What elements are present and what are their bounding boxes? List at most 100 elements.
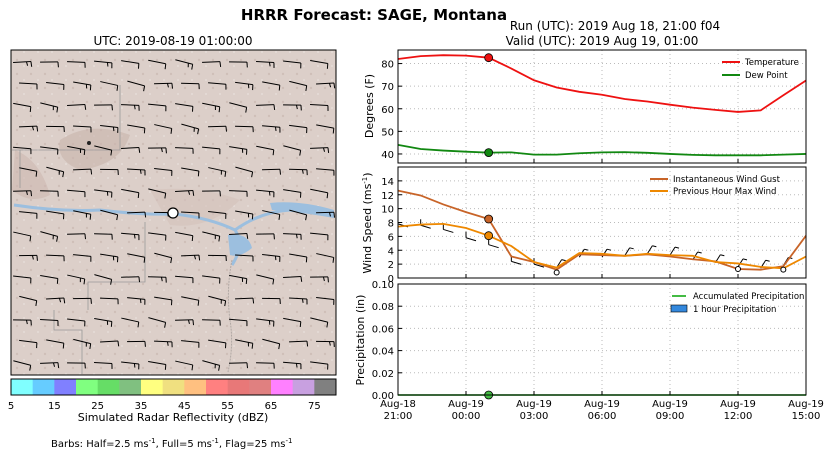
figure-title: HRRR Forecast: SAGE, Montana (241, 6, 507, 24)
wind-barb (262, 297, 281, 304)
y-tick-label: 40 (381, 150, 394, 161)
wind-barb (256, 233, 275, 240)
wind-barb (208, 82, 227, 90)
wind-barb (100, 253, 119, 263)
wind-barb (19, 211, 38, 219)
colorbar-tick: 25 (91, 401, 104, 412)
wind-barb (94, 189, 113, 198)
y-tick-label: 80 (381, 60, 394, 71)
colorbar-tick: 45 (178, 401, 191, 412)
wind-barb (175, 360, 194, 371)
wind-barb (202, 275, 221, 284)
y-tick-label: 0 (388, 274, 394, 285)
colorbar-segment (162, 379, 185, 395)
map-county-lines (12, 85, 146, 374)
wind-barb (202, 190, 221, 197)
wind-barb (283, 275, 303, 282)
wind-barb (283, 317, 302, 328)
wind-barb (202, 61, 222, 68)
wind-barb (40, 318, 59, 326)
y-tick-label: 70 (381, 82, 394, 93)
wind-barb (94, 233, 113, 240)
wind-barb (310, 361, 329, 370)
wind-barb (19, 295, 38, 306)
colorbar-segment (119, 379, 142, 395)
wind-barb (127, 211, 147, 218)
wind-barb (289, 80, 308, 91)
wind-barb (121, 104, 140, 111)
wind-barb (148, 317, 167, 328)
wind-barb (208, 295, 227, 307)
wind-barb (229, 362, 249, 369)
wind-barb (202, 360, 221, 371)
wind-barb (73, 81, 92, 91)
colorbar-tick: 65 (265, 401, 278, 412)
wind-barb (121, 146, 141, 153)
x-tick-date: Aug-19 (652, 399, 688, 410)
wind-barb (148, 361, 167, 370)
wind-barb (67, 362, 86, 369)
wind-barb (310, 188, 329, 199)
temperature-series (397, 53, 807, 158)
wind-barb (94, 318, 113, 327)
wind-barb (73, 338, 92, 349)
wind-barb (181, 340, 200, 348)
temperature-grid (398, 50, 806, 163)
y-tick-label: 0.10 (372, 280, 394, 291)
legend-wind-gust: Instantaneous Wind Gust (673, 175, 781, 185)
colorbar-frame (10, 378, 337, 396)
wind-barb (67, 103, 87, 110)
colorbar-segment (184, 379, 207, 395)
wind-barb (67, 318, 86, 327)
series-line-1 (397, 144, 807, 157)
wind-barb (181, 296, 200, 306)
wind-barb (13, 275, 32, 284)
wind-barb (46, 297, 66, 304)
temperature-frame (397, 49, 807, 164)
wind-barb (283, 361, 302, 370)
wind-barb (289, 253, 308, 263)
reflectivity-colorbar (10, 378, 337, 396)
wind-barb (40, 190, 59, 197)
y-tick-label: 4 (388, 246, 394, 257)
wind-barb (202, 231, 221, 242)
colorbar-segment (249, 379, 272, 395)
wind-barb (289, 168, 308, 176)
wind-barb (67, 233, 87, 240)
wind-barb (67, 189, 86, 198)
wind-barb (208, 254, 227, 261)
wind-barb (148, 276, 167, 283)
wind-barb (148, 103, 167, 112)
wind-barb (40, 231, 59, 242)
colorbar-segment (97, 379, 120, 395)
wind-barb (121, 317, 140, 328)
y-tick-label: 2 (388, 260, 394, 271)
colorbar-segment (314, 379, 337, 395)
wind-barb (208, 125, 228, 132)
wind-barb (316, 253, 335, 263)
wind-barb (181, 123, 200, 135)
x-tick-labels: Aug-1821:00Aug-1900:00Aug-1903:00Aug-190… (380, 399, 824, 422)
wind-barb (262, 125, 281, 133)
wind-y-ticks: 0 2 4 6 8 10 12 14 (381, 177, 807, 285)
wind-barb (100, 340, 120, 347)
valid-time-marker (484, 214, 494, 224)
wind-barb (73, 297, 92, 304)
wind-barb (229, 232, 249, 239)
sage-location-marker (167, 207, 179, 219)
wind-barb (127, 168, 146, 176)
barbs-caption: Barbs: Half=2.5 ms-1, Full=5 ms-1, Flag=… (51, 437, 292, 450)
colorbar-segment (54, 379, 77, 395)
wind-barb (175, 103, 194, 112)
wind-barb (229, 190, 248, 197)
wind-barb (67, 145, 86, 156)
wind-barb (256, 362, 275, 369)
wind-barb (40, 61, 59, 68)
x-tick-date: Aug-18 (380, 399, 416, 410)
legend-accumulated-precip: Accumulated Precipitation (693, 292, 804, 302)
precip-frame (397, 283, 807, 396)
wind-barb (175, 319, 195, 326)
wind-legend: Instantaneous Wind Gust Previous Hour Ma… (650, 175, 781, 197)
wind-barb (100, 297, 119, 305)
